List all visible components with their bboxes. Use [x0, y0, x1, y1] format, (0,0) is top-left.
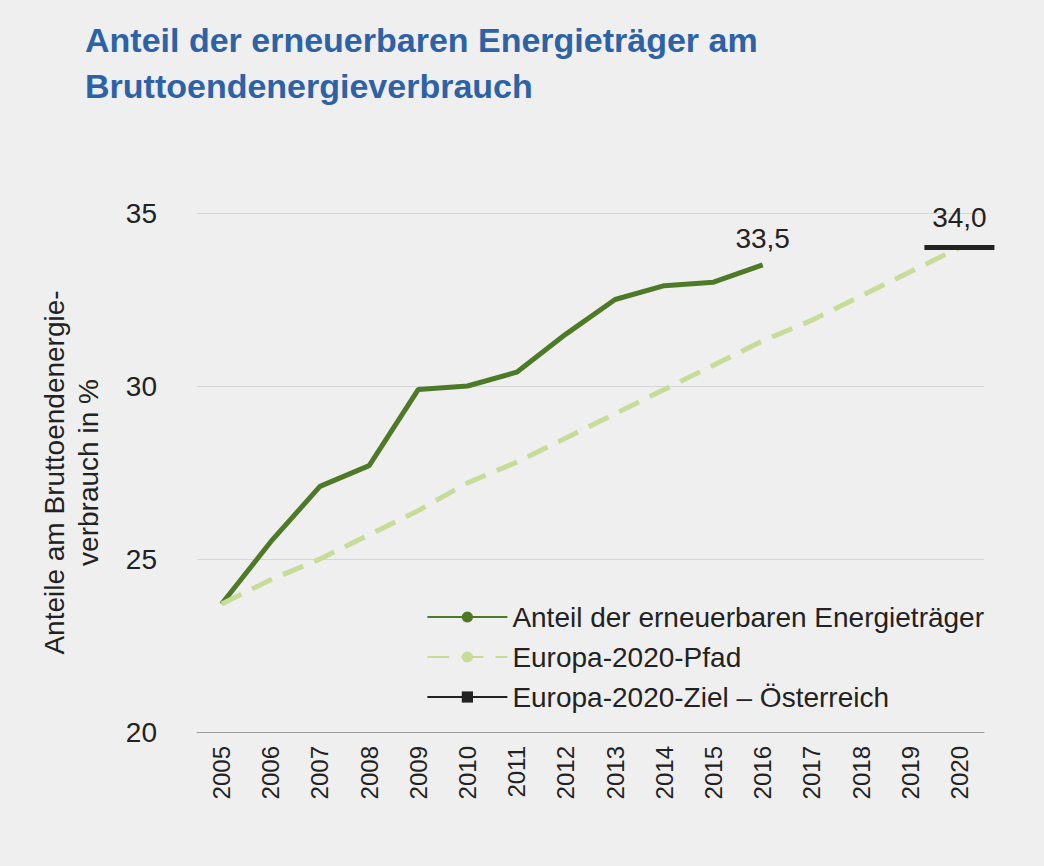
svg-text:2017: 2017 [798, 746, 825, 799]
svg-text:35: 35 [126, 198, 157, 229]
svg-text:2014: 2014 [651, 746, 678, 799]
svg-text:2012: 2012 [552, 746, 579, 799]
svg-text:2015: 2015 [700, 746, 727, 799]
svg-text:2009: 2009 [405, 746, 432, 799]
svg-text:20: 20 [126, 717, 157, 748]
svg-text:30: 30 [126, 371, 157, 402]
svg-text:2010: 2010 [454, 746, 481, 799]
svg-text:34,0: 34,0 [932, 202, 987, 233]
svg-text:2013: 2013 [602, 746, 629, 799]
svg-text:2005: 2005 [208, 746, 235, 799]
svg-text:2007: 2007 [306, 746, 333, 799]
svg-text:2016: 2016 [749, 746, 776, 799]
svg-text:Europa-2020-Pfad: Europa-2020-Pfad [512, 642, 741, 673]
svg-text:2019: 2019 [897, 746, 924, 799]
svg-text:25: 25 [126, 544, 157, 575]
svg-text:Anteile am Bruttoendenergie-: Anteile am Bruttoendenergie- [39, 290, 70, 654]
svg-text:2020: 2020 [946, 746, 973, 799]
svg-text:Anteil der erneuerbaren Energi: Anteil der erneuerbaren Energieträger am [85, 21, 758, 59]
svg-text:Europa-2020-Ziel – Österreich: Europa-2020-Ziel – Österreich [512, 682, 889, 713]
svg-text:verbrauch in %: verbrauch in % [73, 379, 104, 566]
svg-text:33,5: 33,5 [735, 223, 790, 254]
svg-text:Anteil der erneuerbaren Energi: Anteil der erneuerbaren Energieträger [512, 602, 984, 633]
svg-text:2011: 2011 [503, 746, 530, 798]
svg-text:2006: 2006 [257, 746, 284, 799]
svg-text:2008: 2008 [356, 746, 383, 799]
svg-text:Bruttoendenergieverbrauch: Bruttoendenergieverbrauch [85, 67, 533, 105]
svg-text:2018: 2018 [848, 746, 875, 799]
